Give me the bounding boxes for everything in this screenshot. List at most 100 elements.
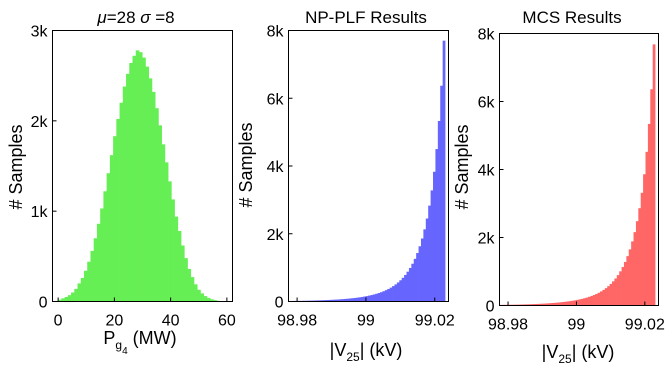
histogram-bar xyxy=(600,291,603,306)
histogram-bar xyxy=(360,296,364,302)
histogram-bar xyxy=(67,295,72,302)
histogram-bar xyxy=(334,299,338,302)
chart-title: MCS Results xyxy=(522,8,621,27)
histogram-bar xyxy=(416,253,419,302)
histogram-bar xyxy=(568,301,572,306)
y-tick-label: 3k xyxy=(31,24,49,41)
histogram-bar xyxy=(132,55,137,302)
histogram-bar xyxy=(392,286,395,302)
histogram-bar xyxy=(161,144,166,302)
histogram-bar xyxy=(643,174,646,306)
histogram-bar xyxy=(583,298,587,306)
x-tick-label: 99 xyxy=(357,313,375,330)
histogram-bar xyxy=(521,304,524,306)
x-tick-label: 99.02 xyxy=(415,313,455,330)
histogram-bar xyxy=(135,50,140,302)
y-tick-labels: 0 2k 4k 6k 8k xyxy=(267,24,293,312)
histogram-bar xyxy=(200,293,205,302)
histogram-bar xyxy=(164,162,169,302)
histogram-bar xyxy=(559,302,563,306)
y-tick-label: 2k xyxy=(31,114,49,131)
y-tick-label: 6k xyxy=(478,95,496,112)
y-axis-label: # Samples xyxy=(236,122,256,207)
histogram-bar xyxy=(370,295,374,302)
histogram-bar xyxy=(129,63,133,302)
histogram-bar xyxy=(399,280,403,302)
histogram-bar xyxy=(423,229,427,302)
histogram-bar xyxy=(612,281,615,306)
histogram-bar xyxy=(623,261,627,306)
histogram-bar xyxy=(430,190,434,302)
histogram-bar xyxy=(339,299,342,302)
histogram-bar xyxy=(535,303,539,306)
histogram-bar xyxy=(61,298,65,302)
histogram-bar xyxy=(602,289,606,306)
histogram-bar xyxy=(171,199,175,302)
histogram-bar xyxy=(116,119,120,302)
panel-np-plf-results: NP-PLF Results # Samples |V25| (kV) 0 2k 4… xyxy=(236,8,455,364)
histogram-bar xyxy=(377,293,381,302)
x-tick-label: 98.98 xyxy=(488,317,528,334)
histogram-bar xyxy=(358,297,362,302)
histogram-bar xyxy=(119,102,124,302)
plot-axes-box xyxy=(288,30,449,302)
histogram-bar xyxy=(425,218,429,302)
histogram-bar xyxy=(406,271,410,302)
histogram-bar xyxy=(71,292,75,302)
histogram-bar xyxy=(540,303,543,306)
histogram-bar xyxy=(324,300,328,302)
histogram-bar xyxy=(614,278,618,306)
histogram-bar xyxy=(187,268,192,302)
histogram-bar xyxy=(544,303,548,306)
histogram-bar xyxy=(363,296,366,302)
histogram-bar xyxy=(106,173,111,302)
histogram-bar xyxy=(353,297,357,302)
histogram-bar xyxy=(329,299,333,302)
histogram-bar xyxy=(145,66,150,302)
histogram-bar xyxy=(336,299,340,302)
histogram-bar xyxy=(151,91,156,302)
histogram-bar xyxy=(420,238,424,302)
histogram-bar xyxy=(652,44,656,306)
histogram-bar xyxy=(604,288,608,306)
histogram-bar xyxy=(396,282,400,302)
y-tick-label: 0 xyxy=(486,299,495,316)
histogram-bar xyxy=(322,300,325,302)
histogram-bar xyxy=(442,40,446,302)
y-tick-labels: 0 1k 2k 3k xyxy=(31,24,57,312)
plot-axes-box xyxy=(52,30,233,302)
y-tick-label: 2k xyxy=(267,227,285,244)
x-tick-labels: 98.98 99 99.02 xyxy=(277,297,455,330)
x-tick-labels: 0 20 40 60 xyxy=(54,297,236,330)
histogram-bar xyxy=(100,208,104,302)
histogram-bars xyxy=(58,50,221,302)
y-tick-label: 2k xyxy=(478,231,496,248)
histogram-bar xyxy=(573,300,577,306)
histogram-bar xyxy=(561,302,565,306)
histogram-bar xyxy=(607,286,610,306)
histogram-bar xyxy=(588,296,591,306)
histogram-bar xyxy=(58,299,62,302)
y-tick-label: 4k xyxy=(478,163,496,180)
histogram-bar xyxy=(387,288,391,302)
panel-pg4-histogram: μ=28 σ =8 # Samples Pg4 (MW) 0 1k 2k 3k 0 20… xyxy=(6,8,236,357)
histogram-bar xyxy=(319,300,323,302)
histogram-bar xyxy=(525,304,529,306)
histogram-bar xyxy=(585,297,589,306)
histogram-bar xyxy=(184,258,188,302)
y-tick-label: 1k xyxy=(31,204,49,221)
histogram-bar xyxy=(394,284,398,302)
histogram-bar xyxy=(640,192,644,306)
histogram-bar xyxy=(650,89,654,306)
histogram-bar xyxy=(109,155,114,302)
histogram-bar xyxy=(626,256,630,306)
histogram-bar xyxy=(203,296,208,302)
histogram-bar xyxy=(375,293,378,302)
histogram-bar xyxy=(418,246,422,302)
histogram-bar xyxy=(158,125,162,302)
histogram-bar xyxy=(609,283,613,306)
histogram-bar xyxy=(142,57,146,302)
histogram-bar xyxy=(355,297,359,302)
histogram-bar xyxy=(138,52,143,302)
